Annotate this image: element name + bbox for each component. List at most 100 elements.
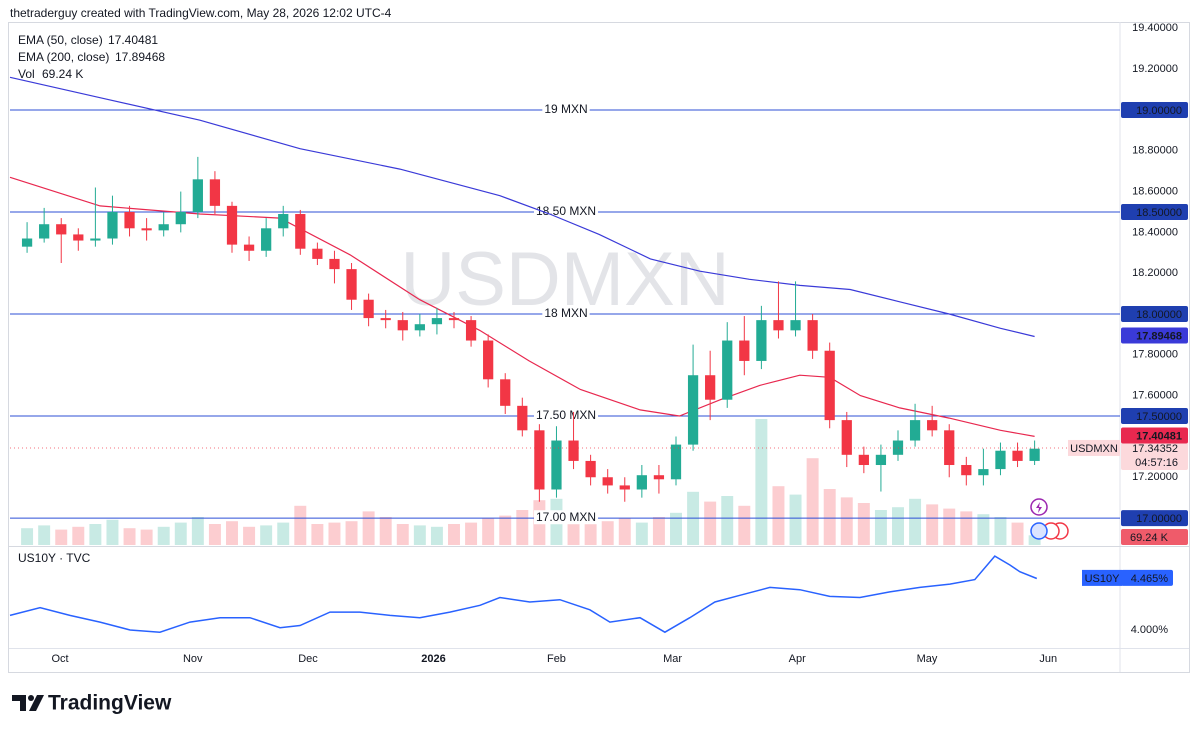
volume-bar: [704, 501, 717, 545]
legend-name: Vol: [18, 67, 35, 81]
symbol-label-box: [1068, 439, 1120, 456]
countdown-label: 04:57:16: [1135, 457, 1178, 469]
volume-bar: [396, 524, 409, 545]
volume-bar: [226, 521, 238, 545]
volume-bar: [977, 514, 990, 545]
candle-body: [961, 465, 972, 476]
y-tick-label: 18.80000: [1132, 145, 1178, 157]
horizontal-line-label: 17.50 MXN: [536, 408, 596, 422]
candle-body: [192, 179, 203, 212]
volume-bar: [413, 525, 426, 545]
volume-bar: [943, 508, 956, 545]
volume-bar: [55, 529, 68, 545]
ema-label: 17.40481: [1136, 430, 1182, 442]
candle-body: [551, 440, 562, 490]
volume-bar: [21, 528, 34, 545]
x-tick-label: Dec: [298, 653, 318, 665]
event-icon-glyph: [1036, 502, 1042, 513]
event-flag[interactable]: [1030, 522, 1048, 540]
last-value-box: [1121, 569, 1173, 586]
candle-body: [995, 450, 1006, 470]
label-background: [533, 510, 599, 525]
candle-body: [722, 340, 733, 400]
volume-bar: [823, 489, 836, 545]
y-tick-label: 4.000%: [1131, 624, 1169, 636]
volume-bar: [448, 524, 460, 545]
price-label-box: [1121, 306, 1188, 323]
candle-body: [329, 258, 340, 270]
volume-bar: [243, 526, 256, 545]
frame: [8, 22, 1190, 673]
candle-body: [39, 224, 50, 239]
legend-value: 69.24 K: [42, 67, 83, 81]
volume-bar: [670, 512, 682, 545]
volume-bar: [345, 521, 358, 545]
candle-body: [90, 238, 101, 241]
candle-body: [568, 440, 579, 461]
symbol-label-box: [1082, 569, 1122, 586]
volume-bar: [174, 522, 187, 545]
candle-body: [21, 238, 33, 247]
price-label: 18.50000: [1136, 207, 1182, 219]
volume-bar: [465, 522, 478, 545]
volume-bar: [789, 494, 802, 545]
candle-body: [73, 234, 84, 241]
x-tick-label: Mar: [663, 653, 682, 665]
legend-value: 17.40481: [108, 33, 158, 47]
candle-body: [653, 475, 665, 480]
candle-body: [756, 320, 767, 361]
volume-bar: [430, 526, 443, 545]
volume-bar: [106, 519, 119, 545]
y-tick-label: 19.20000: [1132, 63, 1178, 75]
legend-name: EMA (50, close): [18, 33, 103, 47]
volume-bar: [618, 518, 631, 545]
label-background: [542, 306, 590, 321]
ema-label: 17.89468: [1136, 330, 1182, 342]
candle-body: [1029, 448, 1040, 461]
price-label-box: [1121, 408, 1188, 425]
logo-mark: [12, 695, 44, 711]
us10y-line: [9, 555, 1038, 634]
volume-bar: [960, 511, 973, 545]
y-tick-label: 18.20000: [1132, 267, 1178, 279]
candle-body: [465, 320, 477, 341]
candle-body: [858, 454, 869, 466]
volume-bar: [994, 517, 1007, 545]
volume-bar: [892, 507, 904, 545]
x-tick-label: Jun: [1039, 653, 1057, 665]
volume-bar: [567, 514, 580, 545]
volume-bar: [721, 496, 734, 545]
price-label: 17.50000: [1136, 411, 1182, 423]
last-price-box: [1121, 439, 1188, 470]
x-tick-label: May: [917, 653, 938, 665]
candle-body: [448, 318, 460, 321]
candle-body: [927, 420, 938, 431]
horizontal-line-label: 18.50 MXN: [536, 204, 596, 218]
y-tick-label: 19.40000: [1132, 22, 1178, 34]
candle-body: [807, 320, 818, 351]
y-tick-label: 17.60000: [1132, 390, 1178, 402]
volume-bar: [311, 524, 324, 545]
candle-body: [261, 228, 272, 251]
volume-label-box: [1121, 529, 1188, 545]
candle-body: [107, 211, 118, 239]
candle-body: [312, 248, 323, 259]
candle-body: [790, 320, 801, 331]
volume-bar: [89, 524, 102, 545]
header-credit: thetraderguy created with TradingView.co…: [10, 6, 392, 20]
candle-body: [1012, 450, 1023, 461]
volume-bar: [857, 503, 870, 545]
x-tick-label: Apr: [789, 653, 806, 665]
candle-body: [278, 214, 289, 229]
candle-body: [585, 460, 596, 478]
pane-title: US10Y · TVC: [18, 551, 91, 565]
volume-bar: [584, 519, 597, 545]
event-icons: [1030, 498, 1069, 540]
volume-bar: [294, 505, 307, 545]
price-label-box: [1121, 101, 1188, 118]
x-tick-label: Feb: [547, 653, 566, 665]
volume-bar: [260, 525, 273, 545]
ema-line: [9, 76, 1035, 338]
y-tick-label: 17.80000: [1132, 349, 1178, 361]
